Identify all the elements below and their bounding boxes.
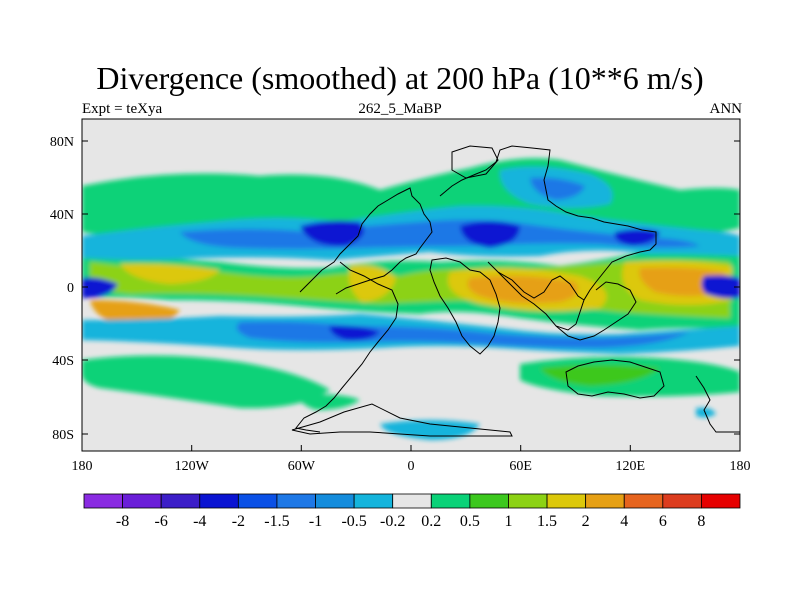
x-tick-label: 180	[72, 459, 93, 474]
colorbar-swatch	[585, 493, 625, 509]
field-band-southern-green	[82, 355, 330, 409]
outline-greenland	[451, 145, 499, 179]
colorbar-label: -0.5	[341, 513, 366, 530]
x-tick-label: 60E	[509, 459, 532, 474]
axis-ticks	[81, 140, 741, 451]
outline-north-america	[299, 187, 433, 295]
colorbar: -8 -6 -4 -2 -1.5 -1 -0.5 -0.2 0.2 0.5 1 1.5 2 4 6 8	[83, 493, 741, 530]
period-label: 262_5_MaBP	[358, 101, 442, 117]
colorbar-label: -6	[155, 513, 168, 530]
x-tick-label: 180	[730, 459, 751, 474]
colorbar-swatch	[276, 493, 316, 509]
field-core-date-line-dipole	[701, 275, 740, 299]
plot-title: Divergence (smoothed) at 200 hPa (10**6 …	[96, 60, 704, 96]
y-axis-labels: 80N 40N 0 40S 80S	[50, 135, 74, 443]
y-tick-label: 80S	[52, 428, 74, 443]
field-core-north-atlantic	[300, 220, 364, 247]
field-core-southern-atlantic	[329, 325, 380, 341]
colorbar-label: 4	[620, 513, 628, 530]
x-tick-label: 120E	[616, 459, 646, 474]
outline-australia	[565, 359, 665, 399]
colorbar-swatch	[662, 493, 702, 509]
field-patch-ross-sea	[696, 407, 716, 418]
continent-outlines	[291, 145, 740, 437]
colorbar-label: -0.2	[380, 513, 405, 530]
colorbar-swatch	[237, 493, 278, 509]
colorbar-label: 6	[659, 513, 667, 530]
colorbar-swatch	[122, 493, 162, 509]
colorbar-swatch	[701, 493, 741, 509]
field-core-north-pacific	[120, 263, 220, 284]
colorbar-swatch	[623, 493, 664, 509]
outline-europe-asia	[439, 145, 657, 331]
colorbar-swatch	[315, 493, 355, 509]
colorbar-swatch	[469, 493, 509, 509]
colorbar-label: -2	[232, 513, 245, 530]
colorbar-label: -1	[309, 513, 322, 530]
outline-new-zealand	[695, 375, 740, 433]
colorbar-label: 2	[582, 513, 590, 530]
outline-africa	[429, 257, 501, 355]
colorbar-swatch	[353, 493, 394, 509]
colorbar-swatch	[430, 493, 471, 509]
outline-southeast-asia	[555, 281, 637, 341]
y-tick-label: 40S	[52, 354, 74, 369]
colorbar-swatch	[392, 493, 432, 509]
field-core-east-asia	[614, 229, 660, 246]
colorbar-swatch	[546, 493, 587, 509]
x-tick-label: 0	[408, 459, 415, 474]
experiment-label: Expt = teXya	[82, 101, 163, 117]
x-tick-label: 120W	[175, 459, 210, 474]
colorbar-label: 8	[697, 513, 705, 530]
colorbar-label: -1.5	[264, 513, 289, 530]
colorbar-swatch	[160, 493, 201, 509]
outline-antarctica	[291, 403, 513, 437]
x-axis-labels: 180 120W 60W 0 60E 120E 180	[72, 459, 751, 474]
outline-arabia-india	[497, 271, 585, 301]
field-patch-antarctic	[380, 420, 480, 440]
y-tick-label: 40N	[50, 208, 74, 223]
outline-south-america	[295, 261, 399, 433]
colorbar-label: -8	[116, 513, 129, 530]
map-plot-area	[81, 118, 741, 452]
colorbar-swatch	[83, 493, 123, 509]
colorbar-label: 0.2	[421, 513, 441, 530]
field-core-east-pacific-dipole	[82, 277, 118, 298]
colorbar-label: -4	[193, 513, 206, 530]
y-tick-label: 80N	[50, 135, 74, 150]
season-label: ANN	[709, 101, 743, 117]
colorbar-label: 1	[504, 513, 512, 530]
field-core-central-asia	[460, 221, 520, 248]
x-tick-label: 60W	[288, 459, 316, 474]
field-patch-north-asia-core	[530, 177, 585, 200]
y-tick-label: 0	[67, 281, 74, 296]
colorbar-swatch	[508, 493, 548, 509]
colorbar-label: 1.5	[537, 513, 557, 530]
colorbar-swatch	[199, 493, 239, 509]
colorbar-label: 0.5	[460, 513, 480, 530]
divergence-field	[82, 158, 740, 440]
field-band-subtropic-blue-north-dark	[180, 219, 700, 249]
